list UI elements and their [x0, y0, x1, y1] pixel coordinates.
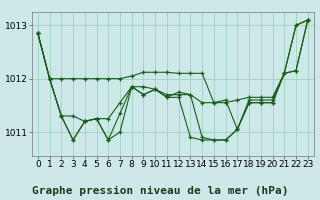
Text: Graphe pression niveau de la mer (hPa): Graphe pression niveau de la mer (hPa) — [32, 186, 288, 196]
